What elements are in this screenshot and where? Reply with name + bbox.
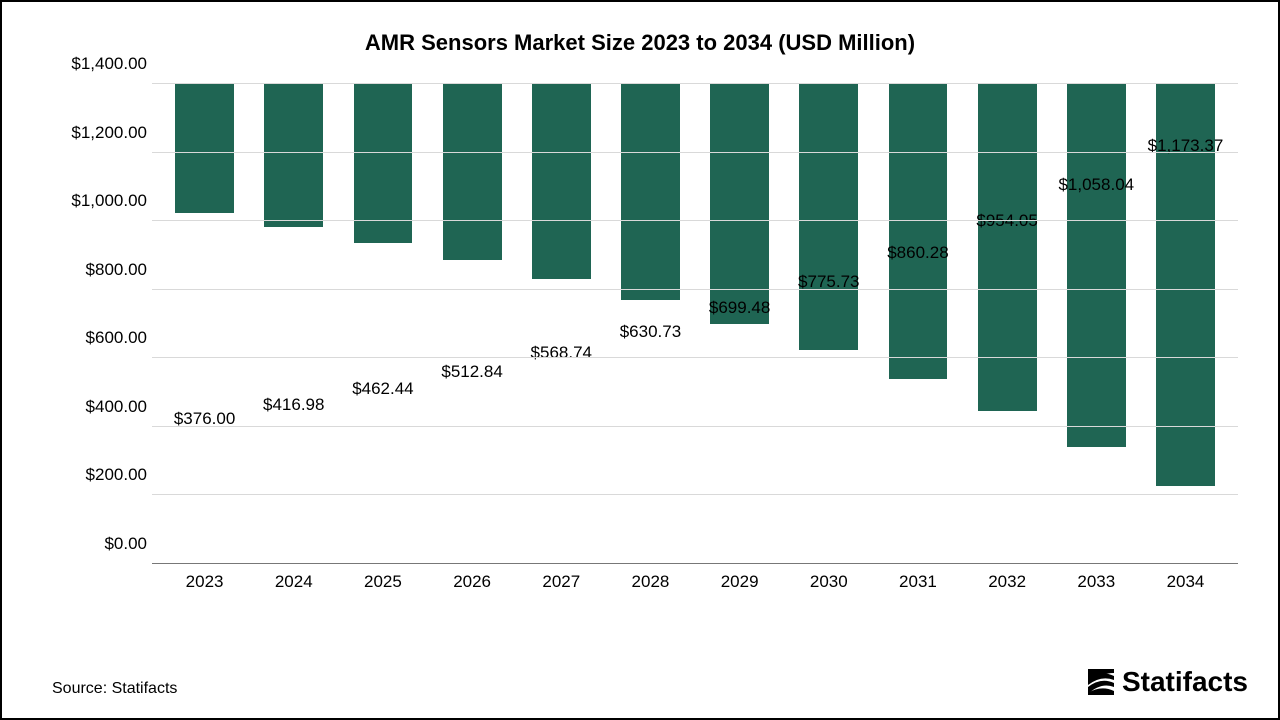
x-axis-label: 2023 [160,564,249,604]
bar [532,84,591,279]
x-axis-label: 2024 [249,564,338,604]
bar-slot: $699.48 [695,84,784,564]
gridline [152,494,1238,495]
x-axis-label: 2030 [784,564,873,604]
bar-slot: $1,173.37 [1141,84,1230,564]
gridline [152,220,1238,221]
y-axis-label: $600.00 [37,328,147,348]
source-text: Source: Statifacts [52,680,177,698]
bar-value-label: $568.74 [508,343,615,363]
bar-value-label: $462.44 [329,379,436,399]
bar-slot: $462.44 [338,84,427,564]
chart-frame: AMR Sensors Market Size 2023 to 2034 (US… [0,0,1280,720]
bar-value-label: $860.28 [864,243,971,263]
chart-footer: Source: Statifacts Statifacts [52,666,1248,698]
x-axis-label: 2033 [1052,564,1141,604]
bar-slot: $416.98 [249,84,338,564]
y-axis-label: $800.00 [37,260,147,280]
y-axis-label: $1,200.00 [37,123,147,143]
chart-title: AMR Sensors Market Size 2023 to 2034 (US… [32,30,1248,56]
gridline [152,152,1238,153]
bar-value-label: $1,058.04 [1043,175,1150,195]
bars-container: $376.00$416.98$462.44$512.84$568.74$630.… [152,84,1238,564]
chart-area: $376.00$416.98$462.44$512.84$568.74$630.… [152,84,1238,604]
bar-value-label: $512.84 [419,362,526,382]
gridline [152,426,1238,427]
bar-slot: $954.05 [963,84,1052,564]
bar-slot: $630.73 [606,84,695,564]
bar-value-label: $630.73 [597,322,704,342]
brand-icon [1086,667,1116,697]
bar [175,84,234,213]
x-axis-label: 2028 [606,564,695,604]
bar-value-label: $1,173.37 [1132,136,1239,156]
x-axis-label: 2034 [1141,564,1230,604]
x-axis-label: 2027 [517,564,606,604]
bar [443,84,502,260]
brand-name: Statifacts [1122,666,1248,698]
bar [889,84,948,379]
plot-area: $376.00$416.98$462.44$512.84$568.74$630.… [152,84,1238,564]
gridline [152,83,1238,84]
x-axis-label: 2029 [695,564,784,604]
y-axis-label: $1,400.00 [37,54,147,74]
bar-slot: $860.28 [873,84,962,564]
bar-slot: $568.74 [517,84,606,564]
bar-slot: $1,058.04 [1052,84,1141,564]
bar [621,84,680,300]
y-axis-label: $0.00 [37,534,147,554]
gridline [152,357,1238,358]
x-axis-label: 2025 [338,564,427,604]
x-axis-label: 2032 [963,564,1052,604]
bar-value-label: $699.48 [686,298,793,318]
x-axis-label: 2026 [428,564,517,604]
bar [1067,84,1126,447]
bar-slot: $376.00 [160,84,249,564]
bar [799,84,858,350]
brand-logo: Statifacts [1086,666,1248,698]
x-axis-labels: 2023202420252026202720282029203020312032… [152,564,1238,604]
y-axis-label: $200.00 [37,465,147,485]
bar-slot: $512.84 [428,84,517,564]
bar [978,84,1037,411]
bar-slot: $775.73 [784,84,873,564]
bar [264,84,323,227]
y-axis-label: $400.00 [37,397,147,417]
y-axis-label: $1,000.00 [37,191,147,211]
x-axis-label: 2031 [873,564,962,604]
gridline [152,289,1238,290]
bar [354,84,413,243]
